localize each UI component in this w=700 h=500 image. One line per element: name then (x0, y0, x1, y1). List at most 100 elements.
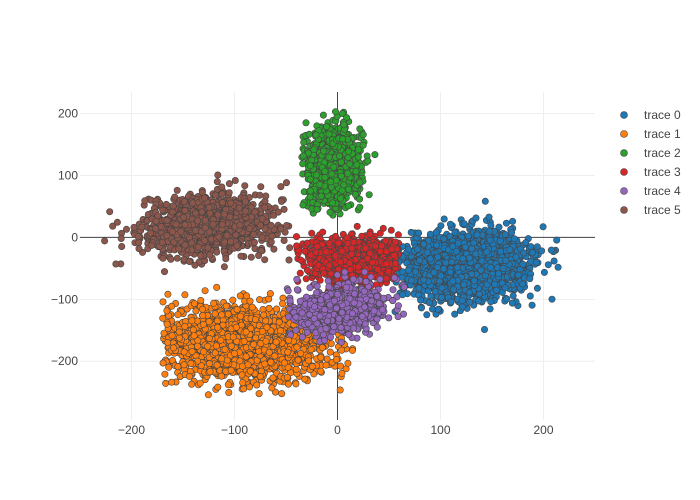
point-0-1300 (508, 229, 516, 237)
point-0-1786 (491, 280, 499, 288)
point-0-1685 (460, 220, 468, 228)
point-0-1283 (458, 303, 466, 311)
point-2-879 (321, 174, 329, 182)
point-2-215 (319, 111, 327, 119)
point-1-304 (161, 370, 169, 378)
point-1-101 (201, 287, 209, 295)
point-0-1764 (440, 235, 448, 243)
point-1-1642 (188, 347, 196, 355)
point-1-1757 (307, 346, 315, 354)
point-0-1772 (470, 239, 478, 247)
point-1-1776 (269, 374, 277, 382)
point-1-160 (225, 388, 233, 396)
point-2-816 (353, 161, 361, 169)
point-0-1745 (526, 275, 534, 283)
point-1-1718 (265, 348, 273, 356)
point-0-1710 (408, 276, 416, 284)
point-2-846 (356, 178, 364, 186)
point-0-1641 (458, 297, 466, 305)
point-0-1727 (465, 254, 473, 262)
point-0-1720 (519, 260, 527, 268)
point-0-1775 (453, 263, 461, 271)
point-1-1741 (283, 373, 291, 381)
point-1-1693 (233, 306, 241, 314)
point-0-1730 (470, 277, 478, 285)
point-0-1555 (520, 249, 528, 257)
point-0-1725 (416, 256, 424, 264)
point-2-899 (337, 194, 345, 202)
point-2-812 (316, 180, 324, 188)
point-2-801 (359, 141, 367, 149)
point-1-1405 (185, 372, 193, 380)
point-1-1663 (174, 363, 182, 371)
point-0-1790 (532, 258, 540, 266)
point-1-1488 (293, 343, 301, 351)
point-1-949 (338, 346, 346, 354)
point-1-1610 (163, 307, 171, 315)
point-1-1432 (236, 292, 244, 300)
point-2-868 (300, 138, 308, 146)
point-0-1467 (509, 292, 517, 300)
point-0-1794 (420, 240, 428, 248)
point-1-1692 (200, 348, 208, 356)
point-0-1258 (423, 248, 431, 256)
point-2-696 (331, 108, 339, 116)
point-1-1629 (213, 361, 221, 369)
point-2-410 (299, 160, 307, 168)
point-1-1686 (240, 337, 248, 345)
point-1-1763 (229, 333, 237, 341)
point-2-876 (346, 160, 354, 168)
point-0-1168 (487, 222, 495, 230)
point-1-1799 (168, 332, 176, 340)
point-1-1702 (175, 328, 183, 336)
point-2-782 (325, 130, 333, 138)
point-1-1712 (305, 357, 313, 365)
point-0-1726 (404, 245, 412, 253)
point-0-1324 (528, 249, 536, 257)
point-0-1787 (438, 293, 446, 301)
point-1-1752 (217, 336, 225, 344)
point-1-1770 (188, 317, 196, 325)
point-1-1769 (243, 292, 251, 300)
point-0-1658 (512, 253, 520, 261)
point-2-881 (328, 170, 336, 178)
point-1-388 (326, 348, 334, 356)
point-0-1270 (472, 214, 480, 222)
point-1-1723 (280, 359, 288, 367)
point-0-1735 (461, 243, 469, 251)
point-1-1764 (244, 361, 252, 369)
point-2-794 (306, 193, 314, 201)
point-2-880 (335, 152, 343, 160)
point-1-1798 (250, 340, 258, 348)
point-0-1770 (486, 236, 494, 244)
point-0-1667 (425, 299, 433, 307)
point-1-1646 (232, 323, 240, 331)
point-1-1589 (189, 326, 197, 334)
point-1-1466 (275, 318, 283, 326)
series-0 (390, 197, 562, 333)
point-0-1511 (547, 246, 555, 254)
point-1-1577 (236, 357, 244, 365)
point-1-1784 (271, 352, 279, 360)
point-1-1414 (301, 375, 309, 383)
point-0-1627 (411, 268, 419, 276)
point-0-1615 (434, 253, 442, 261)
point-1-1791 (204, 342, 212, 350)
point-1-1225 (164, 290, 172, 298)
point-0-1711 (526, 292, 534, 300)
point-2-851 (337, 158, 345, 166)
point-1-284 (229, 296, 237, 304)
point-0-1768 (440, 215, 448, 223)
point-0-1204 (431, 287, 439, 295)
point-0-1360 (446, 220, 454, 228)
point-0-1690 (433, 263, 441, 271)
point-0-1600 (495, 223, 503, 231)
point-0-1780 (448, 258, 456, 266)
point-1-906 (180, 361, 188, 369)
point-1-1783 (205, 334, 213, 342)
point-1-1123 (266, 290, 274, 298)
point-2-749 (323, 123, 331, 131)
point-2-887 (299, 152, 307, 160)
point-2-231 (356, 125, 364, 133)
